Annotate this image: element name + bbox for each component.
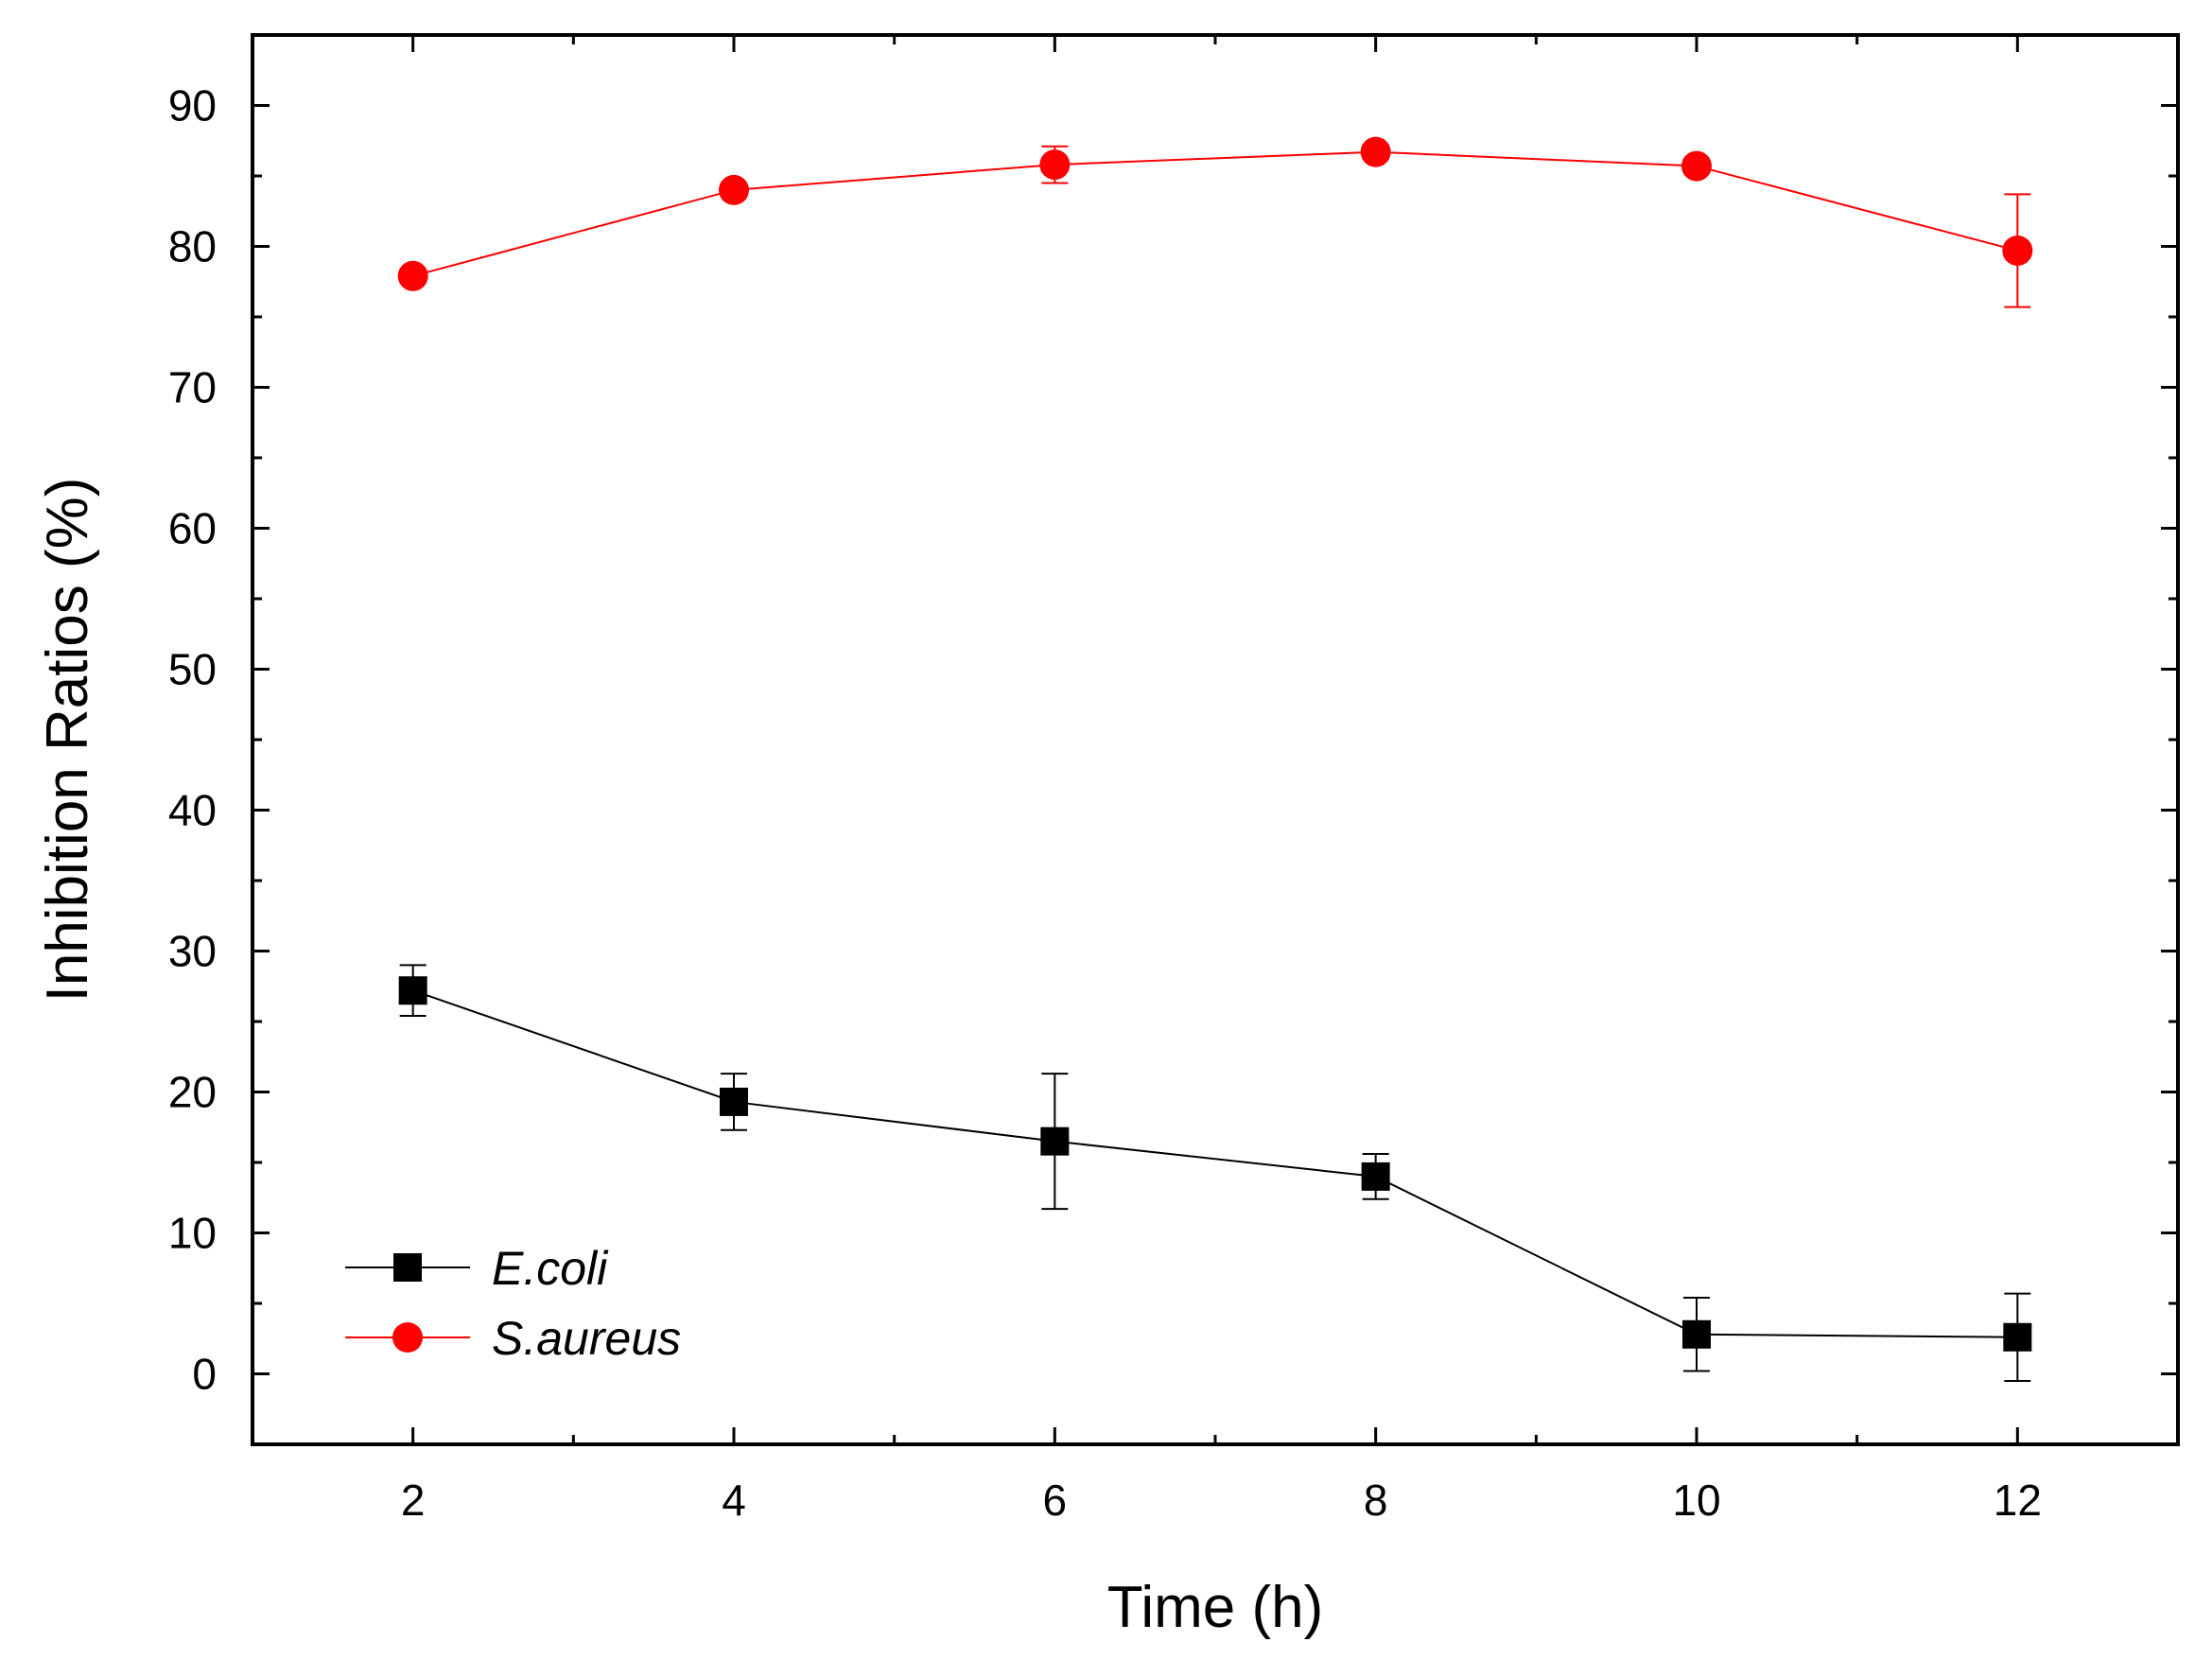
- x-tick-label: 10: [1672, 1476, 1720, 1525]
- data-point-s-aureus: [397, 260, 428, 291]
- data-point-s-aureus: [2002, 235, 2033, 266]
- y-tick-label: 60: [168, 504, 217, 553]
- legend-label-s-aureus: S.aureus: [492, 1312, 681, 1365]
- legend-marker-s-aureus: [392, 1322, 423, 1353]
- legend-marker-e-coli: [393, 1253, 422, 1282]
- x-tick-label: 2: [401, 1476, 426, 1525]
- data-point-e-coli: [1040, 1127, 1070, 1156]
- y-tick-label: 80: [168, 222, 217, 271]
- y-tick-label: 20: [168, 1068, 217, 1117]
- data-point-s-aureus: [1681, 150, 1712, 182]
- y-tick-label: 40: [168, 786, 217, 835]
- data-point-e-coli: [1361, 1162, 1390, 1191]
- data-point-s-aureus: [1360, 136, 1391, 167]
- data-point-e-coli: [2003, 1322, 2032, 1352]
- x-tick-label: 4: [722, 1476, 746, 1525]
- series-layer: [397, 136, 2033, 1382]
- y-tick-label: 70: [168, 363, 217, 412]
- y-tick-label: 90: [168, 81, 217, 131]
- data-point-e-coli: [1682, 1319, 1711, 1349]
- y-axis-title: Inhibition Ratios (%): [35, 478, 100, 1003]
- data-point-e-coli: [720, 1087, 748, 1116]
- legend-label-e-coli: E.coli: [492, 1242, 609, 1295]
- series-line-s-aureus: [412, 150, 2018, 277]
- x-axis-title: Time (h): [1107, 1575, 1323, 1640]
- legend: E.coli S.aureus: [345, 1242, 681, 1365]
- x-tick-label: 12: [1994, 1476, 2042, 1525]
- y-tick-label: 10: [168, 1209, 217, 1258]
- y-tick-label: 0: [192, 1350, 217, 1399]
- plot-frame: [251, 33, 2180, 1446]
- y-tick-label: 50: [168, 645, 217, 694]
- x-tick-label: 6: [1043, 1476, 1068, 1525]
- data-point-e-coli: [398, 976, 427, 1005]
- data-point-s-aureus: [719, 174, 749, 205]
- data-point-s-aureus: [1039, 149, 1071, 181]
- axis-ticks: 2 4 6 8 10 12 0 10 20 30 40 50 60 70 80 90: [168, 33, 2180, 1525]
- y-tick-label: 30: [168, 927, 217, 976]
- series-line-e-coli: [412, 989, 2018, 1338]
- x-tick-label: 8: [1364, 1476, 1388, 1525]
